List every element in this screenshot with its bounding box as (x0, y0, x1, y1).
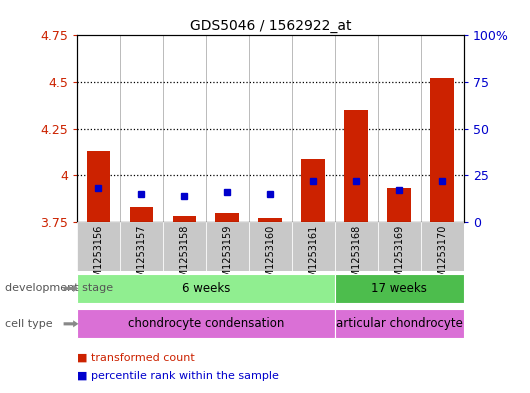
Bar (216, 213, 239, 222)
Bar (249, 222, 292, 271)
Text: GSM1253169: GSM1253169 (394, 224, 404, 290)
Bar (335, 309, 464, 338)
Text: GSM1253161: GSM1253161 (308, 224, 319, 290)
Text: 17 weeks: 17 weeks (372, 282, 427, 295)
Text: GSM1253157: GSM1253157 (136, 224, 146, 290)
Bar (302, 158, 325, 222)
Text: GSM1253170: GSM1253170 (437, 224, 447, 290)
Bar (120, 222, 163, 271)
Bar (335, 274, 464, 303)
Text: development stage: development stage (5, 283, 113, 294)
Title: GDS5046 / 1562922_at: GDS5046 / 1562922_at (190, 19, 351, 33)
Bar (163, 222, 206, 271)
Bar (335, 222, 378, 271)
Bar (259, 218, 282, 222)
Text: GSM1253156: GSM1253156 (93, 224, 103, 290)
Bar (77, 309, 335, 338)
Text: GSM1253160: GSM1253160 (266, 224, 275, 290)
Text: GSM1253158: GSM1253158 (179, 224, 189, 290)
Text: articular chondrocyte: articular chondrocyte (336, 317, 463, 331)
Text: 6 weeks: 6 weeks (182, 282, 230, 295)
Text: chondrocyte condensation: chondrocyte condensation (128, 317, 284, 331)
Bar (172, 217, 196, 222)
Bar (344, 110, 368, 222)
Text: cell type: cell type (5, 319, 53, 329)
Text: ■ transformed count: ■ transformed count (77, 353, 195, 363)
Bar (387, 188, 411, 222)
Bar (292, 222, 335, 271)
Bar (129, 207, 153, 222)
Bar (430, 78, 454, 222)
Text: GSM1253168: GSM1253168 (351, 224, 361, 290)
Bar (206, 222, 249, 271)
Bar (378, 222, 421, 271)
Bar (86, 151, 110, 222)
Bar (421, 222, 464, 271)
Text: GSM1253159: GSM1253159 (222, 224, 232, 290)
Text: ■ percentile rank within the sample: ■ percentile rank within the sample (77, 371, 279, 382)
Bar (77, 222, 120, 271)
Bar (77, 274, 335, 303)
